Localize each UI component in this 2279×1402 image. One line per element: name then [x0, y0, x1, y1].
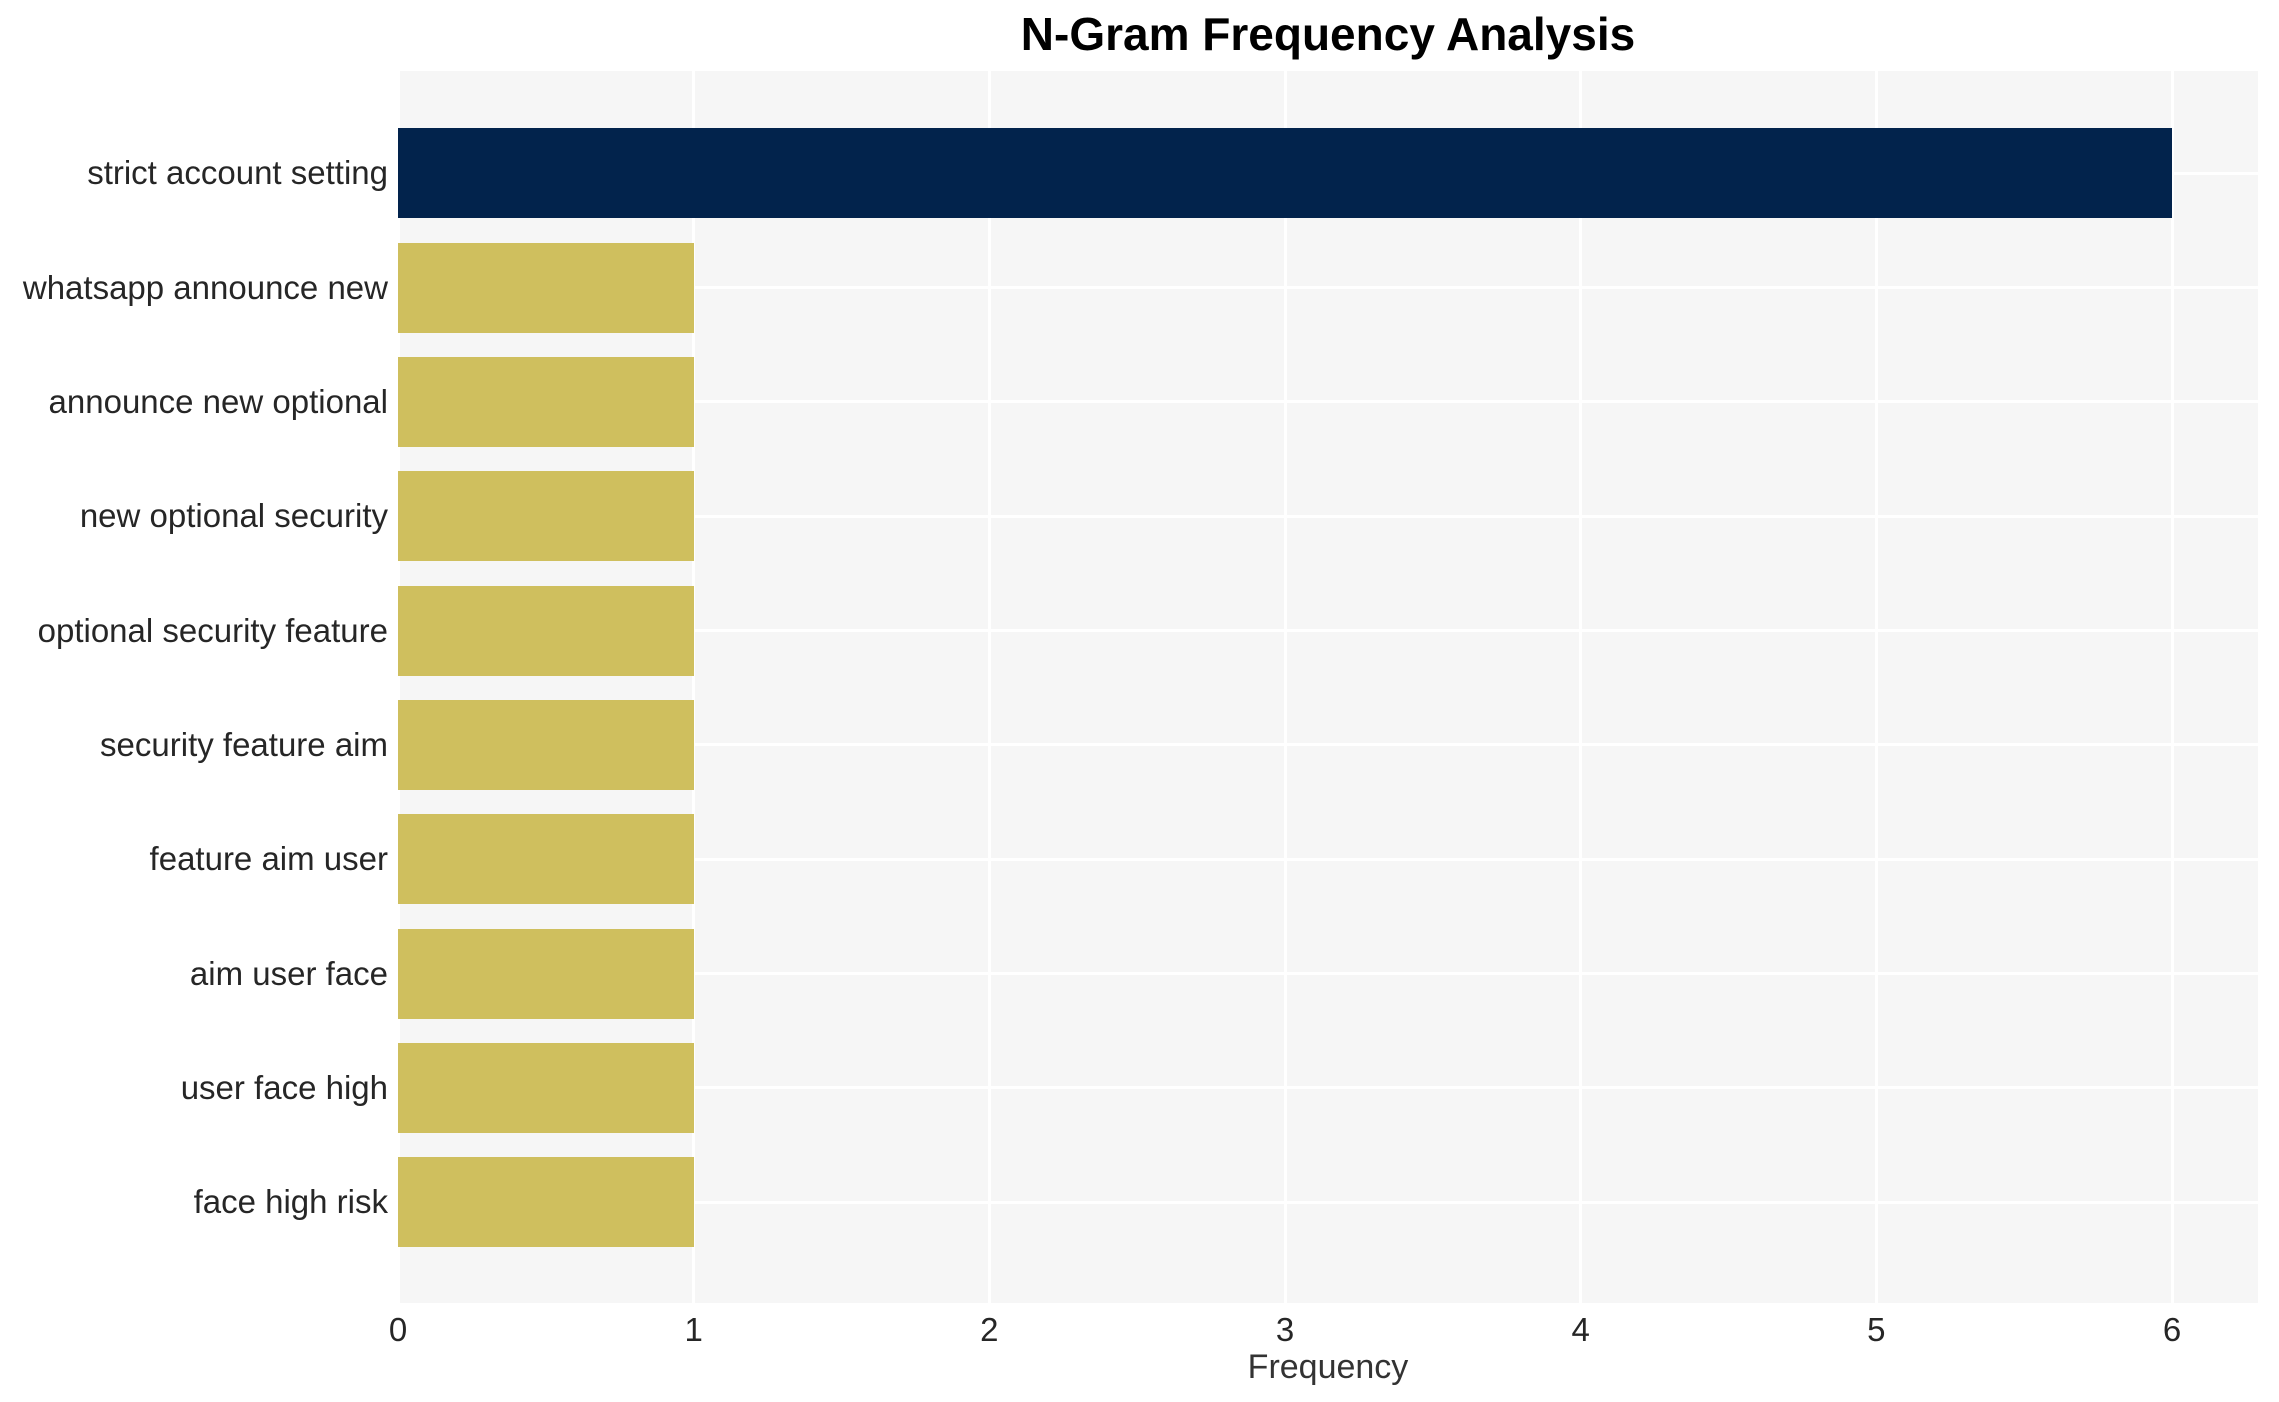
y-tick-label: optional security feature	[37, 611, 388, 649]
x-tick-label: 1	[684, 1311, 703, 1348]
x-tick-label: 2	[980, 1311, 999, 1348]
gridline-horizontal	[398, 629, 2258, 633]
gridline-vertical	[1283, 71, 1287, 1303]
x-tick-label: 3	[1275, 1311, 1295, 1348]
y-tick-label: announce new optional	[48, 382, 388, 420]
gridline-horizontal	[398, 286, 2258, 290]
gridline-horizontal	[398, 400, 2258, 404]
x-tick-label: 4	[1571, 1311, 1590, 1348]
y-tick-label: face high risk	[193, 1183, 388, 1221]
gridline-horizontal	[398, 514, 2258, 518]
y-tick-label: aim user face	[189, 954, 388, 992]
gridline-horizontal	[398, 1086, 2258, 1090]
gridline-horizontal	[398, 1200, 2258, 1204]
gridline-vertical	[2170, 71, 2174, 1303]
plot-area	[396, 71, 2258, 1303]
bar-user-face-high	[398, 1042, 694, 1133]
bar-optional-security-feature	[398, 585, 694, 676]
bar-face-high-risk	[398, 1157, 694, 1248]
gridline-horizontal	[398, 972, 2258, 976]
gridline-vertical	[396, 71, 400, 1303]
y-tick-label: new optional security	[79, 497, 388, 535]
gridline-vertical	[1579, 71, 1583, 1303]
bar-feature-aim-user	[398, 814, 694, 905]
y-tick-label: feature aim user	[149, 840, 388, 878]
x-axis-title: Frequency	[1247, 1348, 1409, 1386]
y-tick-label: security feature aim	[100, 725, 388, 763]
y-tick-label: user face high	[180, 1068, 388, 1106]
x-tick-label: 0	[388, 1311, 408, 1348]
x-tick-label: 5	[1867, 1311, 1886, 1348]
y-tick-label: whatsapp announce new	[22, 268, 388, 306]
bar-security-feature-aim	[398, 699, 694, 790]
bar-strict-account-setting	[398, 128, 2172, 219]
bar-whatsapp-announce-new	[398, 242, 694, 333]
bar-announce-new-optional	[398, 356, 694, 447]
gridline-vertical	[987, 71, 991, 1303]
gridline-horizontal	[398, 857, 2258, 861]
chart-title: N-Gram Frequency Analysis	[1020, 8, 1636, 60]
y-tick-label: strict account setting	[87, 154, 388, 192]
bar-new-optional-security	[398, 471, 694, 562]
x-tick-label: 6	[2162, 1311, 2182, 1348]
gridline-vertical	[692, 71, 696, 1303]
gridline-horizontal	[398, 743, 2258, 747]
gridline-vertical	[1874, 71, 1878, 1303]
bar-aim-user-face	[398, 928, 694, 1019]
